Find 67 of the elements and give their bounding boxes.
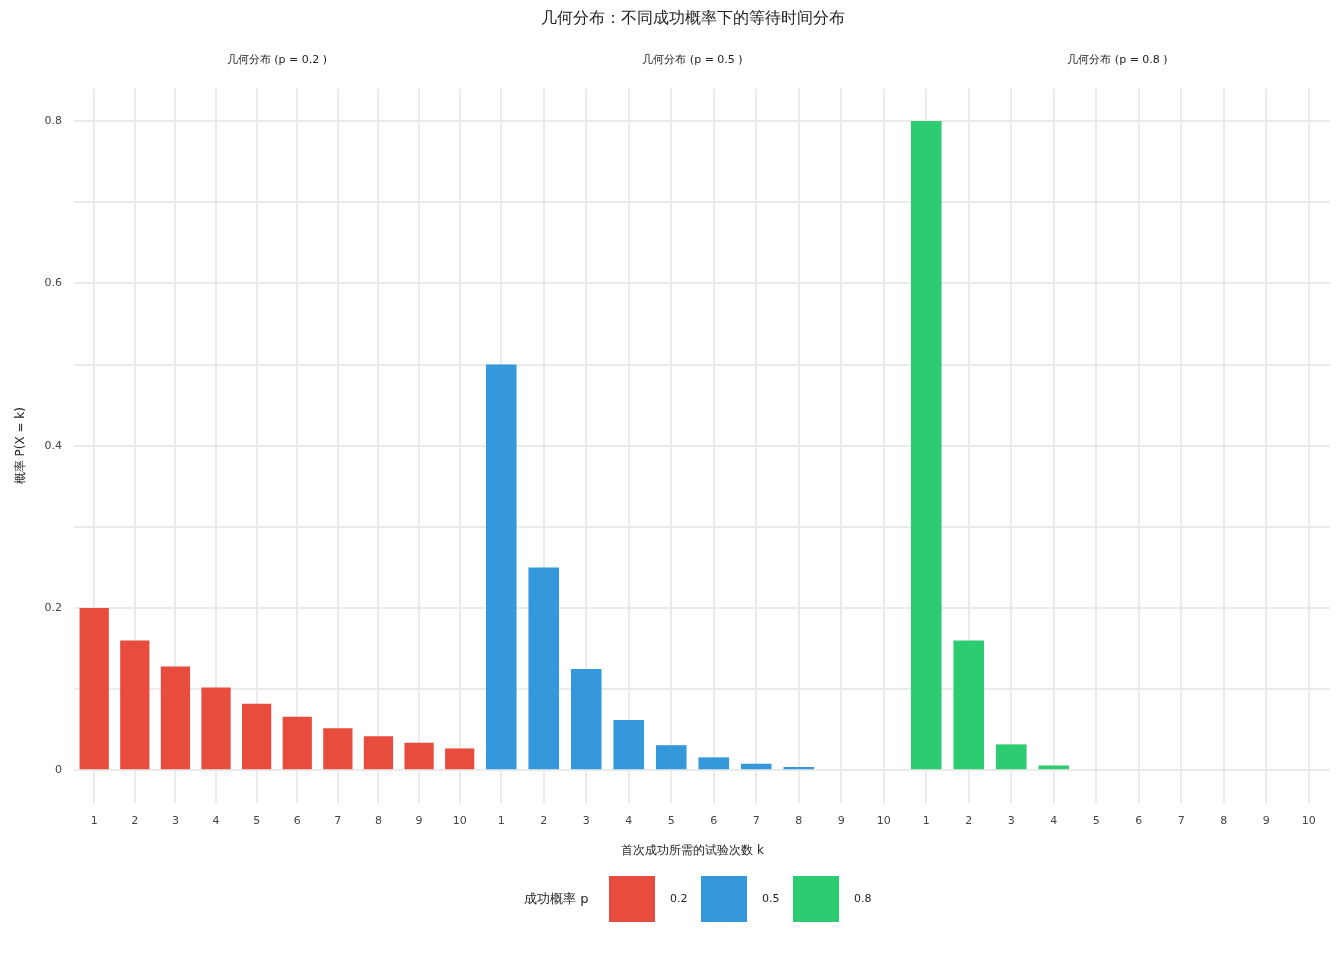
text: 0.2 bbox=[670, 892, 688, 905]
bar bbox=[910, 121, 942, 770]
x-tick-label: 8 bbox=[374, 814, 382, 828]
bar bbox=[404, 742, 434, 770]
bar bbox=[485, 364, 517, 770]
x-tick-label: 6 bbox=[1135, 814, 1143, 828]
bar bbox=[160, 666, 191, 770]
y-axis-title: 概率 P(X = k) bbox=[13, 407, 28, 485]
x-tick-label: 1 bbox=[90, 814, 98, 828]
x-tick-label: 1 bbox=[497, 814, 505, 828]
legend-title: 成功概率 p bbox=[524, 890, 589, 908]
bar bbox=[740, 763, 772, 770]
x-axis-title: 首次成功所需的试验次数 k bbox=[621, 842, 764, 859]
x-tick-label: 10 bbox=[876, 814, 891, 828]
x-tick-label: 2 bbox=[131, 814, 139, 828]
bar bbox=[655, 745, 687, 770]
x-tick-label: 7 bbox=[334, 814, 342, 828]
x-tick-label: 2 bbox=[540, 814, 548, 828]
bar bbox=[363, 736, 394, 770]
bar bbox=[698, 757, 730, 770]
y-tick-label: 0.8 bbox=[44, 113, 62, 127]
bar bbox=[995, 744, 1027, 770]
x-tick-label: 9 bbox=[1262, 814, 1270, 828]
bar bbox=[1038, 765, 1070, 770]
chart-subtitle: 几何分布 (p = 0.2 ) bbox=[225, 52, 329, 68]
x-tick-label: 4 bbox=[212, 814, 220, 828]
bar bbox=[783, 767, 815, 770]
x-tick-label: 7 bbox=[752, 814, 760, 828]
bar bbox=[242, 703, 272, 770]
bar bbox=[528, 567, 560, 770]
bar bbox=[953, 640, 985, 770]
x-tick-label: 3 bbox=[171, 814, 179, 828]
x-tick-label: 10 bbox=[1301, 814, 1316, 828]
x-tick-label: 3 bbox=[582, 814, 590, 828]
x-tick-label: 1 bbox=[922, 814, 930, 828]
bar bbox=[282, 716, 312, 770]
bar bbox=[79, 608, 109, 770]
x-tick-label: 6 bbox=[293, 814, 301, 828]
x-tick-label: 7 bbox=[1177, 814, 1185, 828]
chart-subtitle: 几何分布 (p = 0.8 ) bbox=[1066, 52, 1169, 68]
x-tick-label: 5 bbox=[1092, 814, 1100, 828]
bar bbox=[120, 640, 150, 770]
chart-title: 几何分布：不同成功概率下的等待时间分布 bbox=[540, 8, 845, 29]
x-tick-label: 5 bbox=[667, 814, 675, 828]
chart-subtitle: 几何分布 (p = 0.5 ) bbox=[641, 52, 744, 68]
bar bbox=[445, 748, 475, 770]
x-tick-label: 3 bbox=[1007, 814, 1015, 828]
x-tick-label: 9 bbox=[415, 814, 423, 828]
bar bbox=[201, 687, 231, 770]
bar bbox=[570, 668, 602, 770]
x-tick-label: 5 bbox=[253, 814, 261, 828]
text: 0.5 bbox=[762, 892, 780, 905]
x-tick-label: 4 bbox=[625, 814, 633, 828]
x-tick-label: 2 bbox=[965, 814, 973, 828]
y-tick-label: 0.4 bbox=[44, 438, 62, 452]
x-tick-label: 6 bbox=[710, 814, 718, 828]
y-tick-label: 0 bbox=[54, 763, 62, 777]
x-tick-label: 8 bbox=[1220, 814, 1228, 828]
y-tick-label: 0.6 bbox=[44, 276, 62, 290]
x-tick-label: 4 bbox=[1050, 814, 1058, 828]
y-tick-label: 0.2 bbox=[44, 600, 62, 614]
x-tick-label: 9 bbox=[837, 814, 845, 828]
x-tick-label: 10 bbox=[452, 814, 467, 828]
bar bbox=[323, 728, 353, 770]
bar bbox=[613, 720, 645, 770]
text: 0.8 bbox=[854, 892, 872, 905]
x-tick-label: 8 bbox=[795, 814, 803, 828]
